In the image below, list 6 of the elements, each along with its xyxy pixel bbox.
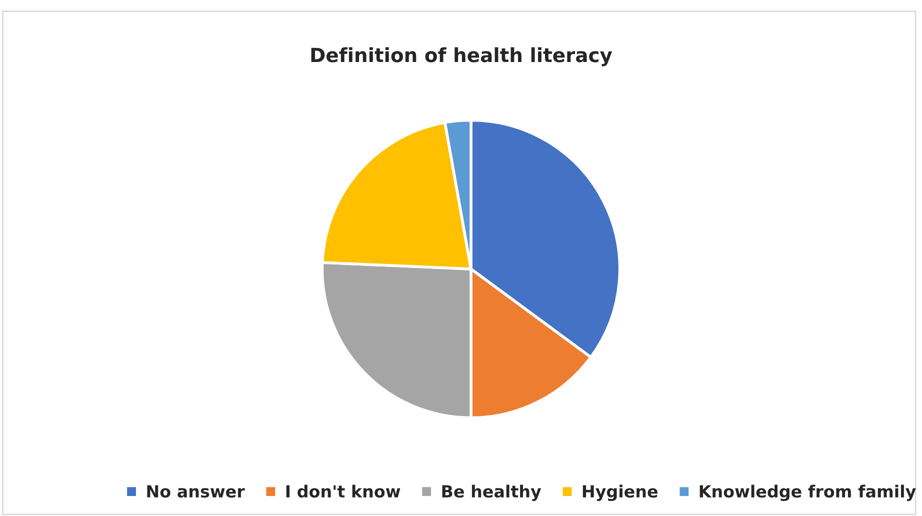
legend-label: I don't know bbox=[286, 484, 400, 498]
legend-label: Knowledge from family bbox=[700, 484, 916, 501]
legend-label: Be healthy bbox=[442, 484, 542, 501]
legend-label: Hygiene bbox=[582, 484, 658, 501]
chart-title: Definition of health literacy bbox=[311, 47, 612, 66]
legend-label: No answer bbox=[147, 485, 245, 498]
